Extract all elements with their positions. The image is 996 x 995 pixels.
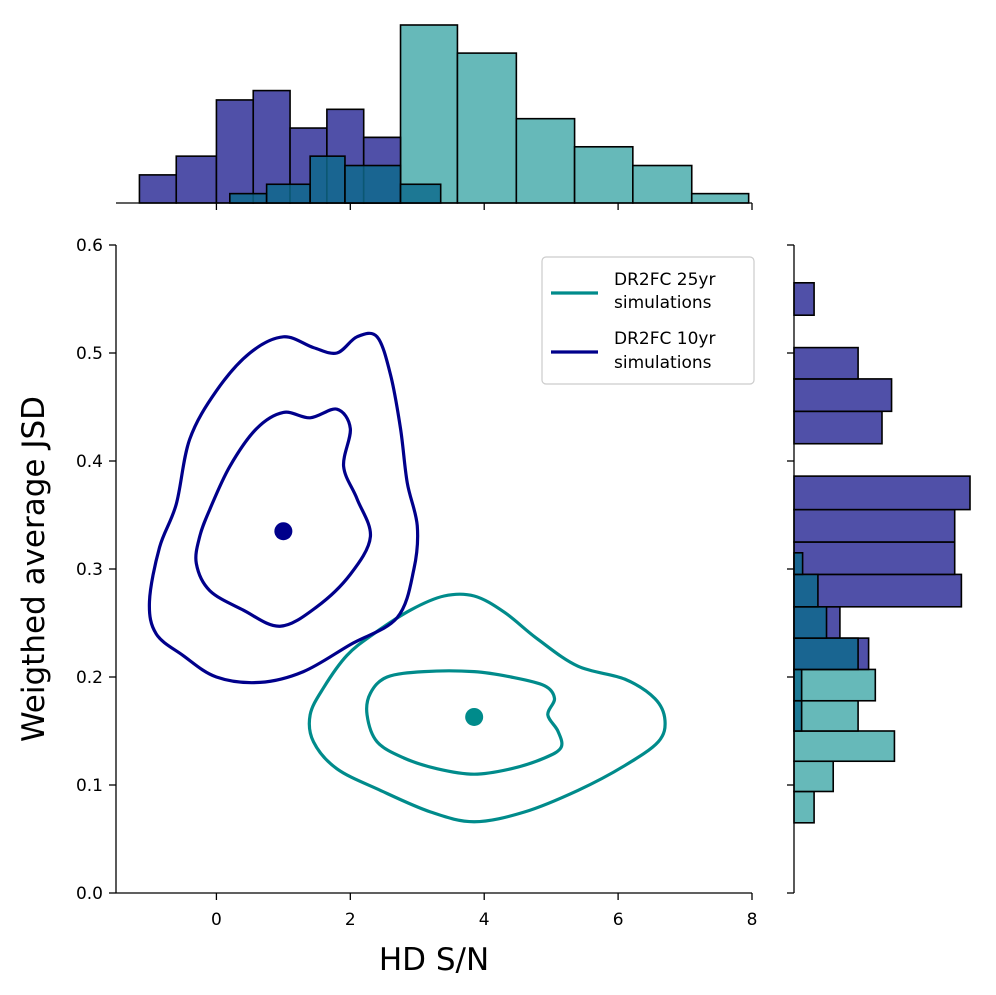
- legend-label-25yr-line1: DR2FC 25yr: [614, 270, 715, 290]
- y-tick-label: 0.1: [76, 776, 103, 796]
- x-tick-label: 6: [613, 910, 624, 930]
- contour-25yr-outer: [307, 592, 667, 824]
- y-tick-label: 0.2: [76, 668, 103, 688]
- right-hist-bar-10yr: [793, 541, 956, 576]
- top-hist-bar-25yr: [515, 117, 576, 204]
- right-hist-bar-overlap: [793, 605, 828, 639]
- right-hist-bar-25yr: [793, 790, 815, 824]
- contour-10yr-inner: [194, 407, 373, 628]
- y-tick-label: 0.6: [76, 236, 103, 256]
- right-hist-bar-10yr: [793, 508, 956, 543]
- right-hist-bar-overlap: [793, 551, 804, 576]
- top-hist-bar-25yr: [690, 192, 750, 204]
- contour-10yr-outer: [147, 331, 420, 685]
- contour-25yr-inner: [365, 669, 564, 776]
- right-hist-bar-25yr: [793, 699, 859, 732]
- y-tick-label: 0.0: [76, 884, 103, 904]
- x-tick-label: 4: [479, 910, 490, 930]
- main-kde-plot: [147, 331, 667, 824]
- right-hist-bar-10yr: [793, 573, 963, 608]
- right-marginal-histogram: [787, 244, 971, 894]
- right-hist-bar-25yr: [793, 668, 877, 702]
- y-axis-label: Weigthed average JSD: [16, 396, 52, 742]
- right-hist-bar-25yr: [793, 730, 896, 763]
- right-hist-bar-25yr: [793, 760, 835, 793]
- right-hist-bar-10yr: [793, 475, 971, 511]
- centroid-point-10yr: [274, 522, 293, 541]
- x-axis-label: HD S/N: [379, 942, 489, 978]
- centroid-point-25yr: [465, 707, 484, 726]
- right-hist-bar-overlap: [793, 573, 819, 608]
- top-hist-bar-10yr: [215, 99, 255, 204]
- legend-label-10yr-line2: simulations: [614, 353, 712, 373]
- y-tick-label: 0.5: [76, 344, 103, 364]
- legend-label-25yr-line2: simulations: [614, 293, 712, 313]
- top-hist-bar-25yr: [573, 145, 634, 204]
- x-tick-label: 8: [747, 910, 758, 930]
- top-hist-bar-25yr-overlap: [309, 155, 346, 204]
- axes: 0 2 4 6 8 0.0 0.1 0.2 0.3 0.4 0.5 0.6: [76, 236, 757, 930]
- right-hist-bar-overlap: [793, 699, 803, 732]
- top-hist-bar-25yr-overlap: [344, 164, 402, 204]
- right-hist-bar-10yr: [793, 281, 815, 316]
- top-hist-bar-25yr: [399, 24, 459, 204]
- right-hist-bar-10yr: [793, 378, 893, 413]
- y-tick-label: 0.3: [76, 560, 103, 580]
- top-hist-bar-25yr-overlap: [229, 192, 268, 204]
- right-hist-bar-10yr: [793, 410, 883, 445]
- top-marginal-histogram: [116, 24, 753, 210]
- top-hist-bar-25yr-overlap: [399, 183, 442, 204]
- x-tick-label: 2: [345, 910, 356, 930]
- right-hist-bar-overlap: [793, 637, 859, 671]
- legend: DR2FC 25yr simulations DR2FC 10yr simula…: [541, 256, 755, 385]
- right-hist-bar-overlap: [793, 668, 803, 702]
- top-hist-bar-25yr: [632, 164, 693, 204]
- top-hist-bar-25yr-overlap: [265, 183, 311, 204]
- top-hist-bar-10yr: [138, 174, 178, 204]
- y-tick-label: 0.4: [76, 452, 103, 472]
- top-hist-bar-25yr: [456, 52, 518, 204]
- legend-label-10yr-line1: DR2FC 10yr: [614, 329, 715, 349]
- top-hist-bar-10yr: [175, 155, 218, 204]
- x-tick-label: 0: [211, 910, 222, 930]
- right-hist-bar-10yr: [793, 346, 859, 380]
